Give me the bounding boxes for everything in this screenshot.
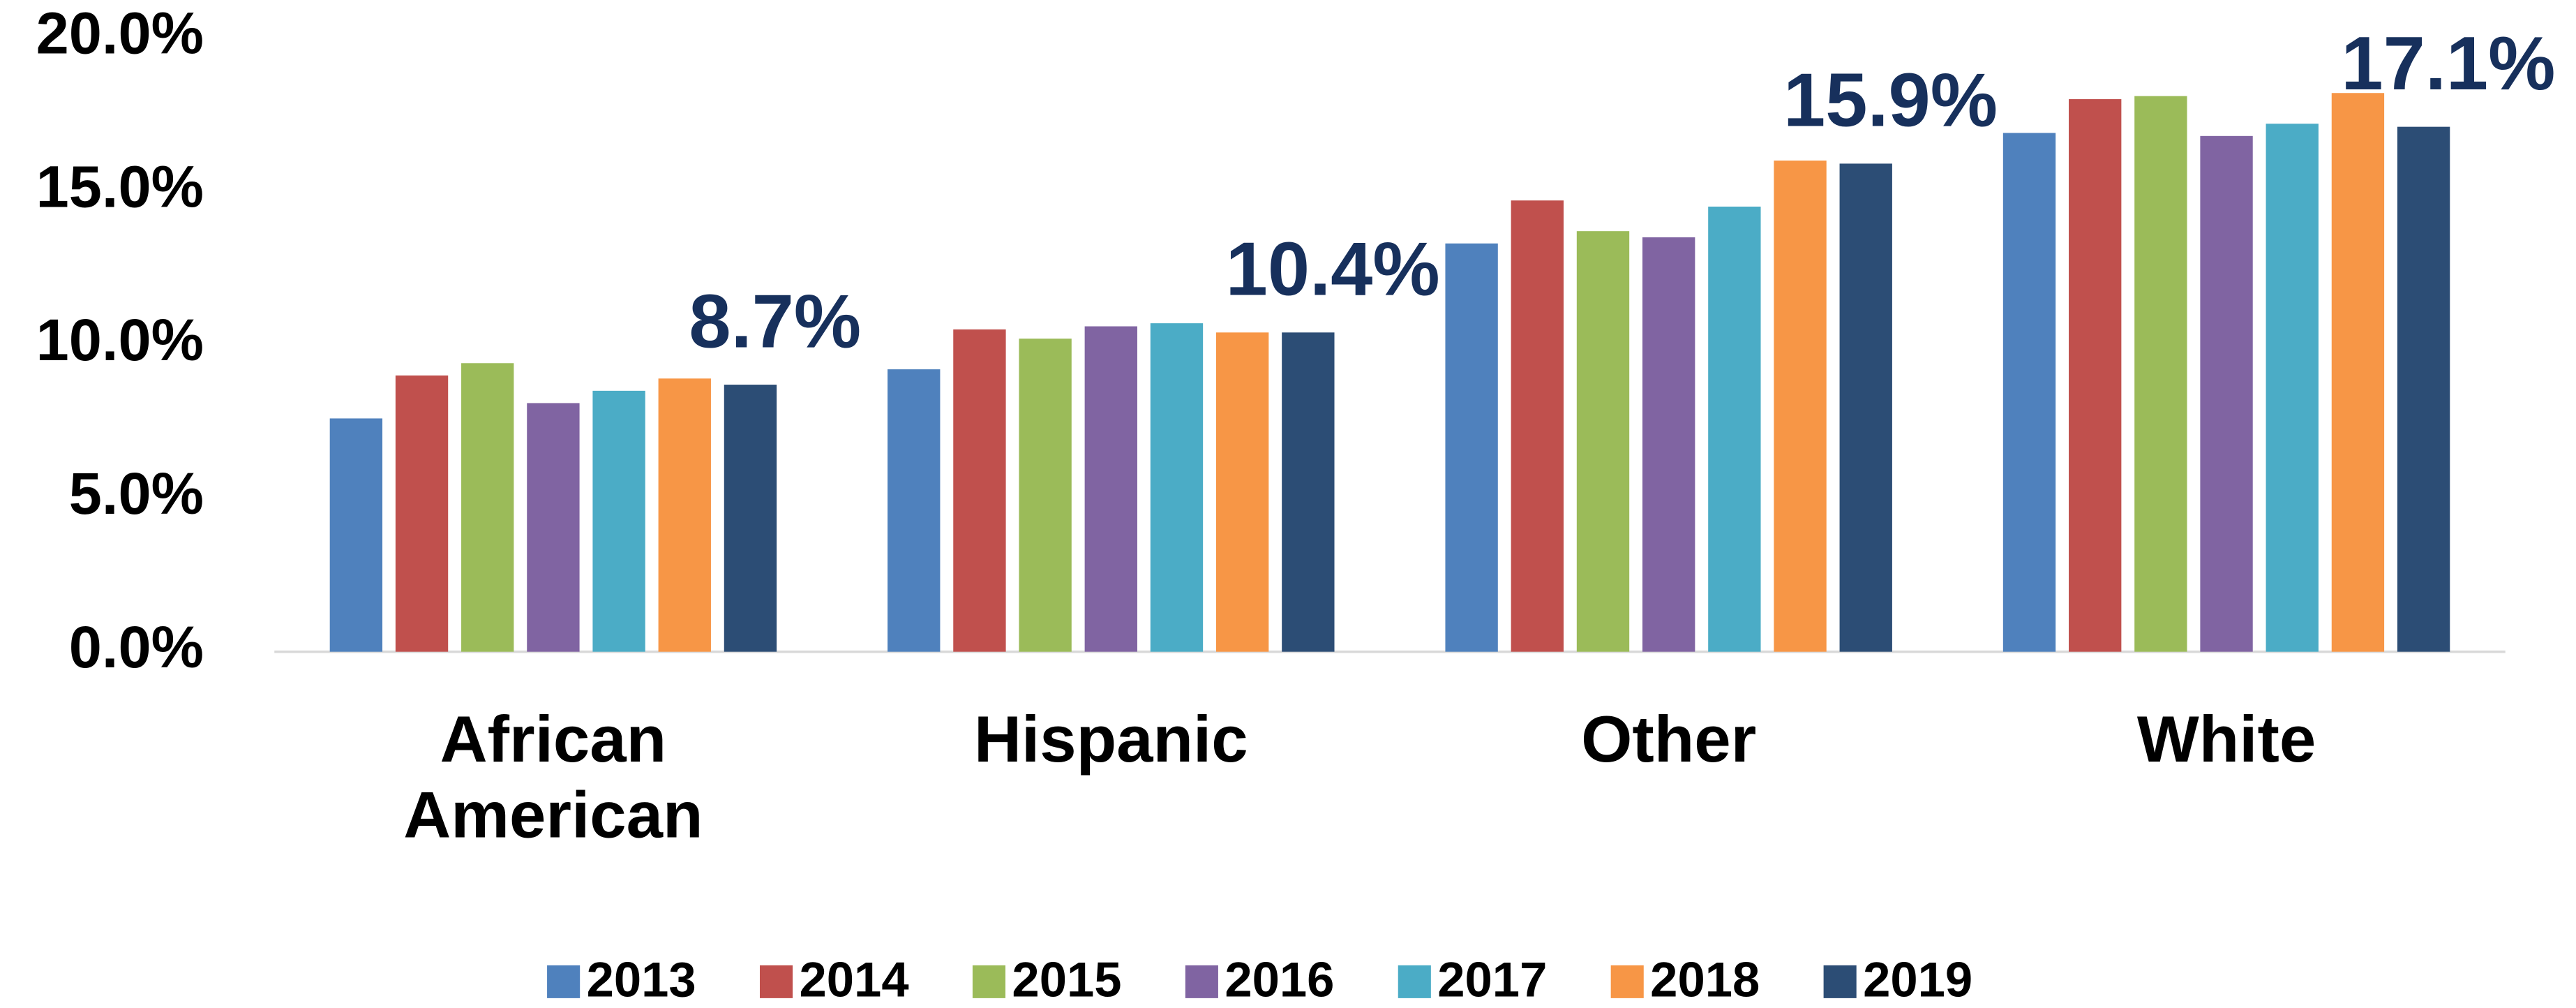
legend-label: 2014	[800, 951, 909, 1007]
legend-label: 2013	[587, 951, 696, 1007]
legend-swatch	[972, 965, 1006, 998]
x-tick-label: Other	[1581, 704, 1757, 777]
bar	[2002, 133, 2056, 652]
bar	[1282, 332, 1335, 652]
bar	[1576, 231, 1630, 652]
bar	[527, 403, 580, 652]
y-tick-label: 0.0%	[69, 614, 204, 680]
bar	[461, 363, 514, 652]
x-label-box: African American	[403, 704, 703, 852]
x-label-box: Other	[1581, 704, 1757, 777]
legend-swatch	[759, 965, 793, 998]
legend-label: 2018	[1650, 951, 1760, 1007]
bar	[953, 329, 1006, 652]
legend-label: 2017	[1437, 951, 1547, 1007]
x-label-box: White	[2136, 704, 2316, 777]
legend-swatch	[547, 965, 581, 998]
bar	[592, 390, 645, 652]
legend-label: 2019	[1863, 951, 1972, 1007]
bar	[1084, 326, 1137, 652]
x-label-box: Hispanic	[974, 704, 1248, 777]
bar	[1708, 206, 1761, 652]
bar	[2200, 135, 2253, 652]
bar	[1774, 161, 1827, 652]
x-tick-label: African American	[403, 704, 703, 852]
y-tick-label: 10.0%	[36, 306, 204, 373]
bar	[1839, 163, 1892, 652]
y-tick-label: 15.0%	[36, 153, 204, 219]
x-tick-label: Hispanic	[974, 704, 1248, 777]
legend-swatch	[1610, 965, 1644, 998]
bar	[1019, 339, 1072, 652]
bar	[2331, 93, 2385, 652]
bar	[658, 378, 711, 652]
y-tick-label: 20.0%	[36, 0, 204, 66]
bar	[1511, 200, 1564, 652]
legend-label: 2016	[1225, 951, 1334, 1007]
bar	[2397, 126, 2450, 652]
bar	[2069, 99, 2122, 652]
bar	[2134, 96, 2187, 652]
bar	[1215, 332, 1269, 652]
bar	[1150, 323, 1204, 652]
legend-label: 2015	[1012, 951, 1121, 1007]
value-label: 17.1%	[2341, 21, 2555, 105]
bar	[2266, 124, 2319, 652]
y-tick-label: 5.0%	[69, 460, 204, 526]
legend-swatch	[1823, 965, 1857, 998]
bar	[1642, 237, 1695, 652]
bar	[1445, 243, 1498, 652]
value-label: 10.4%	[1226, 227, 1440, 311]
bar	[888, 369, 941, 652]
legend-swatch	[1185, 965, 1218, 998]
bar	[395, 375, 449, 652]
value-label: 8.7%	[689, 279, 861, 363]
x-tick-label: White	[2136, 704, 2316, 777]
legend-swatch	[1398, 965, 1431, 998]
bar	[329, 418, 383, 652]
bar	[724, 385, 777, 652]
value-label: 15.9%	[1783, 58, 1998, 142]
